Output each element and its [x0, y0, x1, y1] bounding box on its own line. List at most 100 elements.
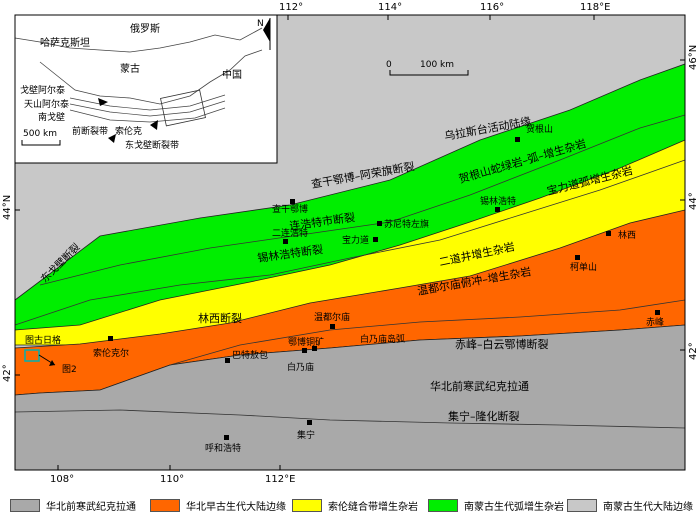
place-sonid: 苏尼特左旗 — [384, 218, 429, 230]
marker-erlianhot — [283, 239, 288, 244]
fault-line-jining — [14, 409, 686, 429]
inset-scale: 500 km — [23, 129, 57, 139]
place-wendurmiao: 温都尔庙 — [314, 311, 350, 323]
scale-zero: 0 — [386, 60, 392, 70]
marker-kehuashan — [575, 255, 580, 260]
lat-left-42: 42° — [2, 364, 13, 382]
lat-right-44: 44° — [688, 192, 699, 210]
inset-kazakhstan: 哈萨克斯坦 — [40, 36, 90, 49]
place-solon: 索伦克尔 — [93, 347, 129, 359]
marker-chaganobo — [290, 199, 295, 204]
legend-item-gray: 南蒙古生代大陆边缘 — [567, 498, 693, 513]
legend-item-orange: 华北早古生代大陆边缘 — [150, 498, 286, 513]
inset-front-fault: 前断裂带 — [72, 125, 108, 137]
inset-arrow-1 — [98, 98, 108, 106]
scale-bar — [389, 70, 469, 76]
unit-north-china: 华北前寒武纪克拉通 — [430, 379, 529, 393]
marker-baolidao — [373, 237, 378, 242]
legend-swatch-craton — [10, 498, 40, 512]
fault-jining: 集宁–隆化断裂 — [448, 409, 520, 423]
inset-border-mongolia — [39, 49, 263, 105]
legend-swatch-gray — [567, 498, 597, 512]
marker-chifeng — [655, 310, 660, 315]
place-xilinhot: 锡林浩特 — [480, 195, 516, 207]
legend-swatch-green — [428, 498, 458, 512]
legend-label-yellow: 索伦缝合带增生杂岩 — [328, 501, 418, 513]
fault-line-chifeng — [169, 299, 686, 366]
marker-linxi — [606, 231, 611, 236]
legend: 华北前寒武纪克拉通 华北早古生代大陆边缘 索伦缝合带增生杂岩 南蒙古生代弧增生杂… — [0, 490, 700, 516]
inset-gobi-altai: 戈壁阿尔泰 — [20, 84, 65, 96]
place-linxi: 林西 — [618, 229, 636, 241]
inset-china: 中国 — [222, 68, 242, 81]
inset-study-area-box — [160, 89, 206, 127]
legend-item-green: 南蒙古生代弧增生杂岩 — [428, 498, 564, 513]
lat-right-46: 46°N — [688, 45, 699, 70]
inset-arrow-2 — [108, 134, 116, 143]
lat-left-44: 44°N — [2, 195, 13, 220]
inset-east-gobi: 东戈壁断裂带 — [125, 139, 179, 151]
inset-map — [14, 14, 278, 164]
legend-item-yellow: 索伦缝合带增生杂岩 — [292, 498, 418, 513]
marker-bainaimiao — [312, 346, 317, 351]
place-hohhot: 呼和浩特 — [205, 442, 241, 454]
lat-right-42: 42° — [688, 342, 699, 360]
inset-arrow-3 — [150, 120, 158, 130]
lon-bottom-108: 108° — [50, 474, 74, 485]
place-jining: 集宁 — [297, 429, 315, 441]
lon-bottom-112: 112°E — [265, 474, 295, 485]
marker-bayinaobao — [225, 358, 230, 363]
inset-north: N — [257, 19, 264, 29]
legend-label-craton: 华北前寒武纪克拉通 — [46, 501, 136, 513]
place-ebotongkuang: 鄂博铜矿 — [288, 336, 324, 348]
inset-south-gobi: 南戈壁 — [38, 111, 65, 123]
inset-solonker: 索伦克 — [115, 125, 142, 137]
place-baolidao: 宝力道 — [342, 234, 369, 246]
place-chaganobo: 查干鄂博 — [272, 203, 308, 215]
place-tugurige: 图古日格 — [25, 334, 61, 346]
place-markers — [108, 137, 660, 440]
marker-sonid — [377, 221, 382, 226]
lon-bottom-110: 110° — [160, 474, 184, 485]
inset-tianshan-altai: 天山阿尔泰 — [24, 98, 69, 110]
place-hegenshan: 贺根山 — [526, 123, 553, 135]
place-fig2: 图2 — [62, 364, 77, 375]
lon-top-118: 118°E — [580, 2, 610, 13]
inset-border-russia — [14, 27, 263, 53]
inset-scale-bar — [21, 140, 61, 146]
lon-top-112: 112° — [279, 2, 303, 13]
legend-swatch-orange — [150, 498, 180, 512]
legend-label-orange: 华北早古生代大陆边缘 — [186, 501, 286, 513]
marker-hohhot — [224, 435, 229, 440]
unit-bainaimiao: 白乃庙岛弧 — [360, 333, 405, 345]
place-kehuashan: 柯单山 — [570, 261, 597, 273]
place-chifeng: 赤峰 — [646, 317, 664, 328]
fault-line-lianhuote — [39, 114, 686, 286]
marker-solon — [108, 336, 113, 341]
scale-dist: 100 km — [420, 60, 454, 70]
marker-xilinhot — [495, 207, 500, 212]
lon-top-116: 116° — [480, 2, 504, 13]
legend-label-green: 南蒙古生代弧增生杂岩 — [464, 501, 564, 513]
marker-ebo — [302, 348, 307, 353]
fault-linxi: 林西断裂 — [198, 311, 242, 325]
place-erlianhot: 二连浩特 — [272, 227, 308, 239]
fault-chifeng: 赤峰–白云鄂博断裂 — [455, 337, 549, 351]
inset-north-arrow — [263, 18, 270, 42]
lon-top-114: 114° — [378, 2, 402, 13]
inset-mongolia: 蒙古 — [120, 62, 140, 75]
axis-ticks — [15, 15, 685, 470]
marker-wendurmiao — [330, 324, 335, 329]
inset-belt-2 — [69, 100, 226, 117]
marker-hegenshan — [515, 137, 520, 142]
legend-label-gray: 南蒙古生代大陆边缘 — [603, 501, 693, 513]
fault-line-xilinhot — [14, 159, 686, 326]
place-bainaimiao: 白乃庙 — [287, 361, 314, 373]
place-bayinaobao: 巴特敖包 — [232, 349, 268, 361]
legend-swatch-yellow — [292, 498, 322, 512]
legend-item-craton: 华北前寒武纪克拉通 — [10, 498, 136, 513]
marker-jining — [307, 420, 312, 425]
inset-belt-1 — [69, 94, 226, 111]
inset-russia: 俄罗斯 — [130, 22, 160, 35]
